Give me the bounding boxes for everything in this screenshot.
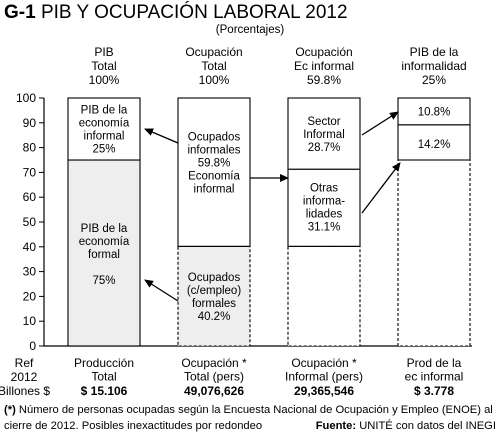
chart-subtitle: (Porcentajes) xyxy=(215,24,285,36)
arrow-sector-to-pib xyxy=(361,111,399,136)
bar-2-segment-1 xyxy=(177,245,251,347)
segment-label: Economía xyxy=(188,170,240,182)
y-tick-label: 50 xyxy=(23,215,37,229)
bar-2-segment-2 xyxy=(177,97,251,247)
bar-4-segment-3 xyxy=(397,97,471,126)
arrow-otras-to-pib xyxy=(361,162,401,214)
y-tick-label: 20 xyxy=(23,289,37,303)
y-tick-label: 10 xyxy=(23,314,37,328)
segment-label: informa- xyxy=(303,196,345,208)
segment-label: Informal xyxy=(303,129,345,141)
segment-label: 59.8% xyxy=(198,157,231,169)
bar-category-label-4: Prod de la xyxy=(407,356,462,370)
segment-label: PIB de la xyxy=(81,105,128,117)
bar-4-segment-1 xyxy=(397,159,471,347)
row-label: 2012 xyxy=(11,370,38,384)
segment-label: 40.2% xyxy=(198,311,231,323)
bar-header-4: informalidad xyxy=(401,59,466,73)
figure-id: G-1 xyxy=(4,2,36,23)
arrows xyxy=(144,111,401,302)
bar-category-label-2: Ocupación * xyxy=(181,356,247,370)
segment-label: formales xyxy=(192,298,236,310)
bar-value-label-4: $ 3.778 xyxy=(414,384,454,398)
footnote-text-1: Número de personas ocupadas según la Enc… xyxy=(15,404,493,416)
segment-label: informal xyxy=(194,183,235,195)
footnote-line-1: (*) Número de personas ocupadas según la… xyxy=(4,404,493,416)
bar-value-label-3: 29,365,546 xyxy=(294,384,354,398)
bar-category-label-3: Ocupación * xyxy=(291,356,357,370)
bar-2: Ocupados(c/empleo)formales40.2%Ocupadosi… xyxy=(177,97,251,347)
segment-label: economía xyxy=(79,118,130,130)
y-tick-label: 0 xyxy=(29,339,36,353)
segment-label: 28.7% xyxy=(308,142,341,154)
bar-3-segment-2 xyxy=(287,168,361,247)
footnote-mark: (*) xyxy=(4,404,16,416)
y-tick-label: 70 xyxy=(23,165,37,179)
bar-value-label-2: 49,076,626 xyxy=(184,384,244,398)
segment-label: 31.1% xyxy=(308,222,341,234)
segment-label: informales xyxy=(187,144,240,156)
segment-label: Sector xyxy=(307,116,340,128)
segment-label: informal xyxy=(84,131,125,143)
segment-label: 14.2% xyxy=(418,139,451,151)
segment-label: 25% xyxy=(92,144,115,156)
y-tick-label: 30 xyxy=(23,265,37,279)
source-text: UNITÉ con datos del INEGI xyxy=(356,420,496,432)
source-label: Fuente: xyxy=(315,420,357,432)
segment-label: Otras xyxy=(310,183,338,195)
bar-header-1: 100% xyxy=(89,73,120,87)
y-tick-label: 80 xyxy=(23,141,37,155)
chart-title: G-1 PIB Y OCUPACIÓN LABORAL 2012 xyxy=(4,2,348,24)
bar-value-label-1: $ 15.106 xyxy=(81,384,128,398)
bar-header-1: Total xyxy=(91,59,116,73)
bar-3-segment-3 xyxy=(287,97,361,170)
y-tick-label: 100 xyxy=(16,91,36,105)
bar-header-2: Total xyxy=(201,59,226,73)
bar-header-2: Ocupación xyxy=(185,45,242,59)
arrow-to-pib-informal xyxy=(144,128,179,144)
bar-category-label-2: Total (pers) xyxy=(184,370,244,384)
row-label: Billones $ xyxy=(0,384,50,398)
bar-category-label-1: Total xyxy=(91,370,116,384)
segment-label: 75% xyxy=(92,275,115,287)
segment-label: lidades xyxy=(306,209,343,221)
bar-category-label-3: Informal (pers) xyxy=(285,370,363,384)
y-tick-label: 60 xyxy=(23,190,37,204)
bar-4: 14.2% 10.8% xyxy=(397,97,471,347)
y-tick-label: 90 xyxy=(23,116,37,130)
segment-label: formal xyxy=(88,249,120,261)
bar-header-2: 100% xyxy=(199,73,230,87)
bar-header-3: 59.8% xyxy=(307,73,341,87)
bar-header-1: PIB xyxy=(94,45,113,59)
segment-label: economía xyxy=(79,236,130,248)
footnote-line-2: cierre de 2012. Posibles inexactitudes p… xyxy=(4,420,263,432)
row-label: Ref xyxy=(15,356,34,370)
bar-4-segment-2 xyxy=(397,124,471,161)
segment-label: Ocupados xyxy=(188,131,241,143)
y-tick-label: 40 xyxy=(23,240,37,254)
bar-3-segment-1 xyxy=(287,245,361,347)
source-note: Fuente: UNITÉ con datos del INEGI xyxy=(316,420,496,432)
bar-header-3: Ocupación xyxy=(295,45,352,59)
arrow-to-pib-formal xyxy=(144,279,179,302)
bar-category-label-1: Producción xyxy=(74,356,134,370)
bar-header-4: PIB de la xyxy=(410,45,459,59)
title-text: PIB Y OCUPACIÓN LABORAL 2012 xyxy=(40,2,348,23)
segment-label: (c/empleo) xyxy=(187,285,241,297)
segment-label: Ocupados xyxy=(188,272,241,284)
bar-1-segment-2 xyxy=(67,97,141,161)
segment-label: 10.8% xyxy=(418,107,451,119)
segment-label: PIB de la xyxy=(81,223,128,235)
bar-header-4: 25% xyxy=(422,73,446,87)
bar-header-3: Ec informal xyxy=(294,59,354,73)
bar-category-label-4: ec informal xyxy=(405,370,464,384)
